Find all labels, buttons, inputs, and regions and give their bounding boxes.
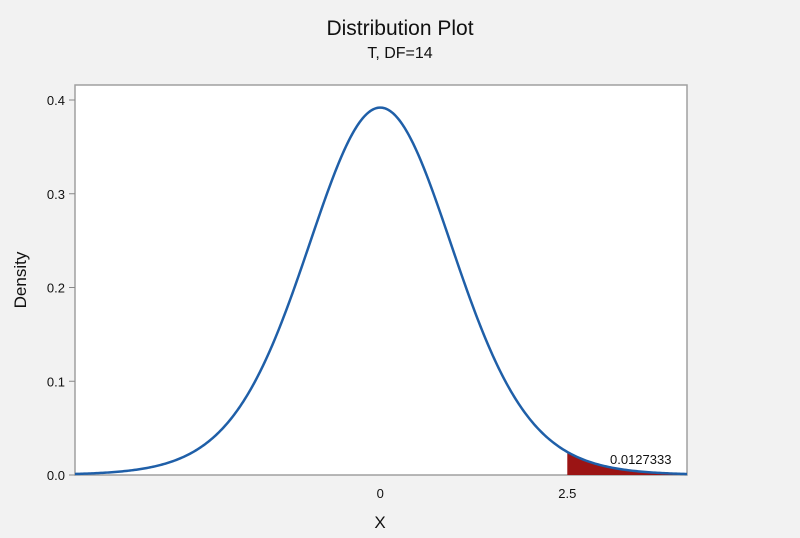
chart-title: Distribution Plot <box>326 17 474 40</box>
x-tick-label: 2.5 <box>558 486 576 501</box>
x-tick-label: 0 <box>377 486 384 501</box>
shaded-tail-area <box>567 451 687 475</box>
y-tick-label: 0.2 <box>47 281 65 296</box>
density-curve <box>74 106 688 476</box>
y-tick-label: 0.1 <box>47 374 65 389</box>
y-tick-label: 0.4 <box>47 93 65 108</box>
y-tick-label: 0.0 <box>47 468 65 483</box>
y-axis: 0.0 0.1 0.2 0.3 0.4 <box>47 93 75 483</box>
chart-subtitle: T, DF=14 <box>367 45 433 62</box>
x-axis-label: X <box>374 513 385 532</box>
y-axis-label: Density <box>11 251 30 308</box>
x-axis: 0 2.5 <box>377 486 577 501</box>
shaded-area-label: 0.0127333 <box>610 452 671 467</box>
y-tick-label: 0.3 <box>47 187 65 202</box>
plot-area <box>74 84 688 476</box>
